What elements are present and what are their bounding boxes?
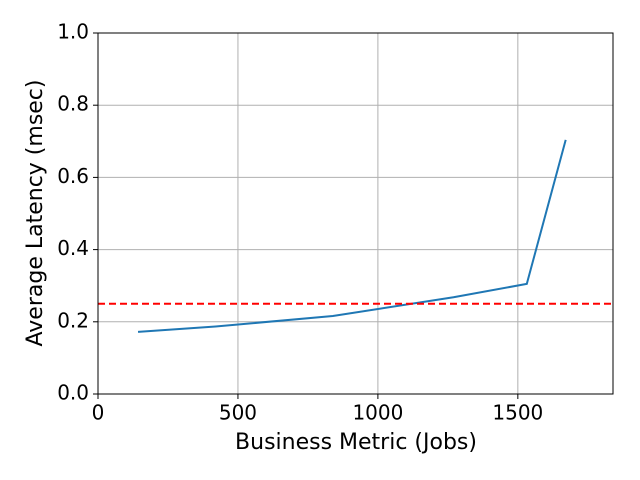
x-axis-label: Business Metric (Jobs): [235, 430, 477, 455]
y-axis-label: Average Latency (msec): [23, 80, 48, 347]
y-tick-label: 1.0: [57, 20, 89, 44]
line-series: [137, 139, 567, 333]
y-tick-label: 0.8: [57, 92, 89, 116]
x-tick-label: 1000: [352, 401, 403, 425]
x-tick-label: 1500: [492, 401, 543, 425]
y-tick-label: 0.2: [57, 308, 89, 332]
x-tick-label: 0: [92, 401, 105, 425]
y-tick-label: 0.4: [57, 236, 89, 260]
x-tick-label: 500: [219, 401, 257, 425]
y-tick-label: 0.6: [57, 164, 89, 188]
y-tick-label: 0.0: [57, 381, 89, 405]
plot-frame: [97, 32, 614, 395]
